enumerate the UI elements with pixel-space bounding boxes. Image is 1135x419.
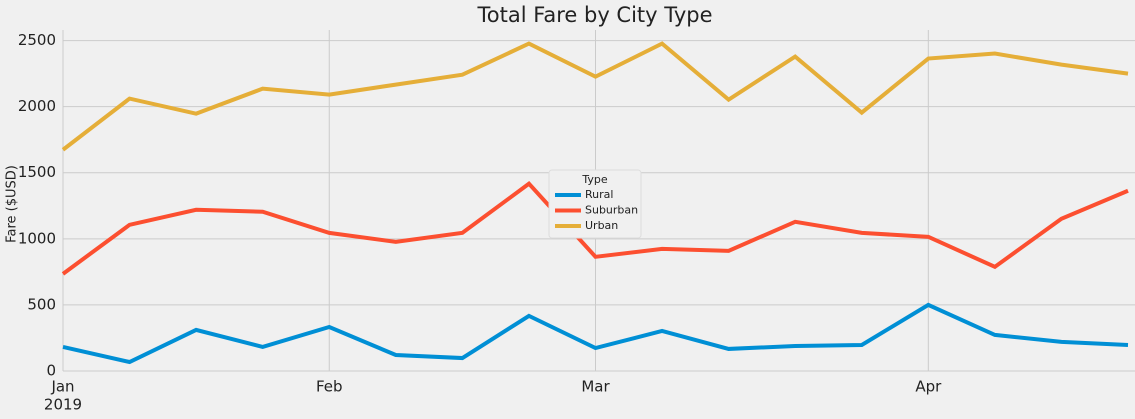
x-tick-label: Feb: [316, 378, 343, 396]
legend-label: Rural: [585, 188, 613, 201]
y-tick-label: 0: [46, 362, 56, 380]
y-tick-label: 2000: [18, 97, 56, 115]
legend-label: Urban: [585, 219, 618, 232]
line-series: [62, 302, 1129, 365]
chart-title: Total Fare by City Type: [476, 3, 712, 27]
legend: Type Rural Suburban Urban: [548, 169, 642, 239]
legend-title: Type: [581, 173, 607, 186]
x-tick-label: Mar: [581, 378, 610, 396]
y-tick-label: 1000: [18, 229, 56, 247]
line-series: [61, 181, 1129, 276]
y-tick-label: 2500: [18, 31, 56, 49]
y-tick-label: 500: [27, 295, 56, 313]
legend-box: [548, 169, 642, 239]
x-tick-label: Jan: [50, 378, 74, 396]
y-axis-label: Fare ($USD): [5, 165, 20, 243]
x-tick-label: Apr: [915, 378, 942, 396]
line-series: [61, 41, 1129, 152]
x-year-label: 2019: [44, 396, 82, 414]
y-tick-label: 1500: [18, 163, 56, 181]
legend-label: Suburban: [585, 204, 638, 217]
